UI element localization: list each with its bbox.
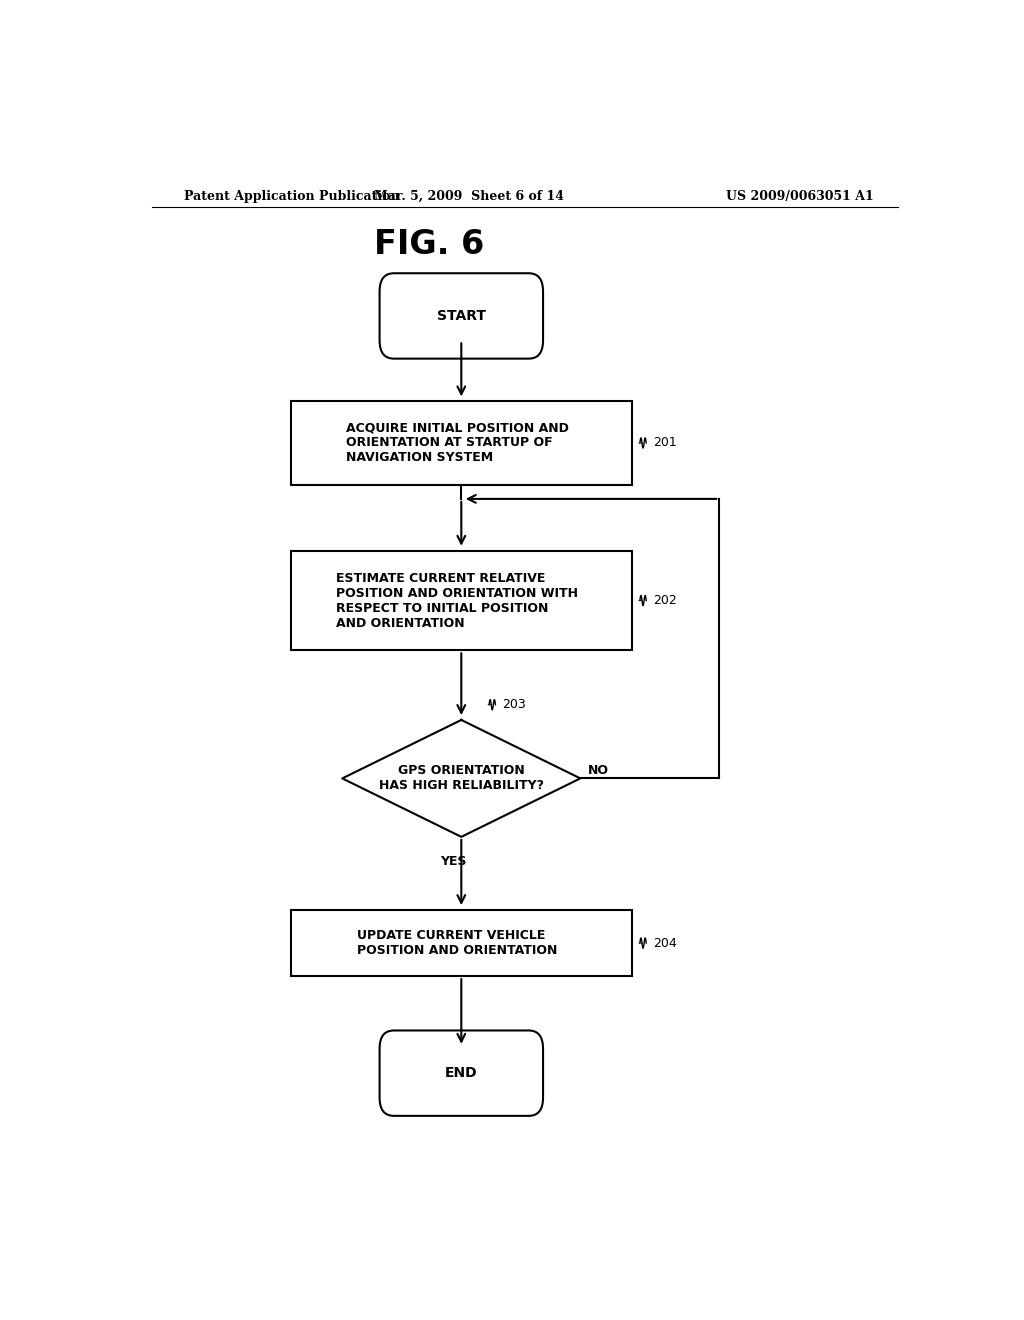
Text: 202: 202	[653, 594, 677, 607]
Bar	[291, 909, 632, 975]
FancyBboxPatch shape	[380, 1031, 543, 1115]
Text: 204: 204	[653, 937, 677, 949]
Text: Patent Application Publication: Patent Application Publication	[183, 190, 399, 202]
Text: Mar. 5, 2009  Sheet 6 of 14: Mar. 5, 2009 Sheet 6 of 14	[374, 190, 564, 202]
Text: ESTIMATE CURRENT RELATIVE
POSITION AND ORIENTATION WITH
RESPECT TO INITIAL POSIT: ESTIMATE CURRENT RELATIVE POSITION AND O…	[336, 572, 579, 630]
Text: UPDATE CURRENT VEHICLE
POSITION AND ORIENTATION: UPDATE CURRENT VEHICLE POSITION AND ORIE…	[357, 929, 557, 957]
Text: 203: 203	[503, 698, 526, 711]
Text: ACQUIRE INITIAL POSITION AND
ORIENTATION AT STARTUP OF
NAVIGATION SYSTEM: ACQUIRE INITIAL POSITION AND ORIENTATION…	[346, 421, 568, 465]
Text: GPS ORIENTATION
HAS HIGH RELIABILITY?: GPS ORIENTATION HAS HIGH RELIABILITY?	[379, 764, 544, 792]
Text: NO: NO	[588, 764, 609, 776]
Text: FIG. 6: FIG. 6	[375, 228, 484, 261]
Bar	[291, 550, 632, 651]
Text: US 2009/0063051 A1: US 2009/0063051 A1	[726, 190, 873, 202]
Text: YES: YES	[440, 855, 467, 869]
Bar	[291, 401, 632, 484]
FancyBboxPatch shape	[380, 273, 543, 359]
Text: START: START	[437, 309, 485, 323]
Text: 201: 201	[653, 437, 677, 450]
Text: END: END	[445, 1067, 477, 1080]
